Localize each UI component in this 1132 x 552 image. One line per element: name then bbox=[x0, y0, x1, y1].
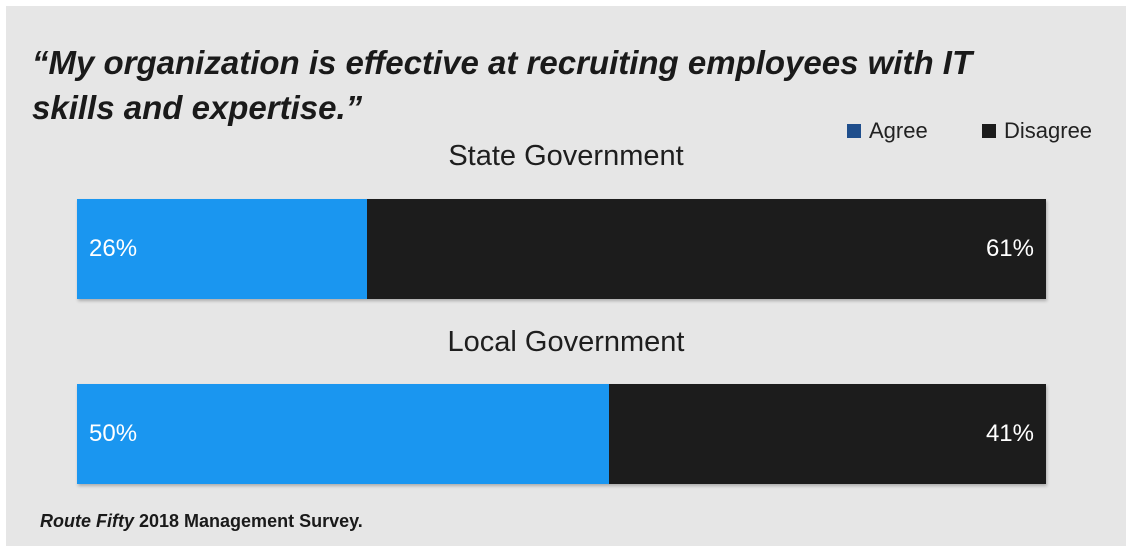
chart-card: “My organization is effective at recruit… bbox=[6, 6, 1126, 546]
category-label-local: Local Government bbox=[447, 326, 685, 358]
source-publication: Route Fifty bbox=[40, 511, 134, 531]
legend-swatch-disagree bbox=[982, 124, 996, 138]
chart-title: “My organization is effective at recruit… bbox=[32, 44, 973, 126]
legend-item-disagree: Disagree bbox=[982, 118, 1092, 144]
legend-item-agree: Agree bbox=[847, 118, 928, 144]
bar-segment-agree: 50% bbox=[77, 384, 610, 484]
bar-state-government: 26% 61% bbox=[77, 199, 1046, 299]
data-label-agree: 26% bbox=[89, 235, 138, 262]
source-text: 2018 Management Survey. bbox=[134, 511, 363, 531]
data-label-disagree: 61% bbox=[985, 235, 1034, 262]
source-note: Route Fifty 2018 Management Survey. bbox=[40, 511, 363, 532]
bar-local-government: 50% 41% bbox=[77, 384, 1046, 484]
legend-swatch-agree bbox=[847, 124, 861, 138]
data-label-disagree: 41% bbox=[985, 420, 1034, 447]
category-label-state: State Government bbox=[448, 140, 684, 172]
bar-segment-disagree: 41% bbox=[609, 384, 1046, 484]
legend-label-agree: Agree bbox=[869, 118, 928, 143]
bar-segment-disagree: 61% bbox=[366, 199, 1046, 299]
bar-segment-agree: 26% bbox=[77, 199, 367, 299]
data-label-agree: 50% bbox=[89, 420, 138, 447]
legend-label-disagree: Disagree bbox=[1004, 118, 1093, 143]
